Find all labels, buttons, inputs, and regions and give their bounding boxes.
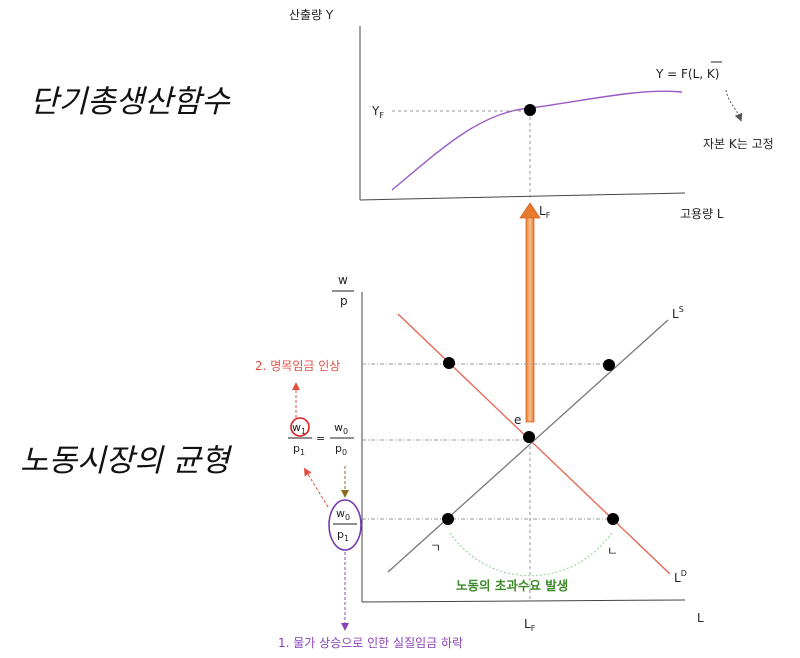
- excess-demand-label: 노동의 초과수요 발생: [456, 578, 568, 593]
- ls-label: LS: [672, 305, 684, 321]
- w1-red-circle: [290, 417, 310, 437]
- top-y-axis-label: 산출량 Y: [289, 8, 334, 22]
- production-function-label: Y = F(L, K): [655, 67, 719, 81]
- big-arrow-head: [519, 202, 541, 219]
- production-function-title: 단기총생산함수: [30, 84, 231, 120]
- mark-nieun: ㄴ: [607, 544, 618, 558]
- labor-market-title: 노동시장의 균형: [20, 443, 233, 479]
- bottom-x-axis: [361, 599, 686, 603]
- production-curve: [391, 90, 683, 191]
- eq-w1: w1: [292, 421, 306, 436]
- eq-w0: w0: [334, 421, 348, 436]
- ellipse-p1: p1: [337, 528, 349, 543]
- ld-label: LD: [674, 569, 687, 585]
- eq-p1: p1: [293, 442, 305, 457]
- bottom-y-num: w: [338, 273, 348, 287]
- capital-fixed-note: 자본 K는 고정: [703, 137, 774, 151]
- nominal-wage-rise-label: 2. 명목임금 인상: [255, 359, 340, 373]
- bottom-y-den: p: [340, 294, 348, 308]
- top-x-axis: [359, 192, 686, 201]
- supply-point-high: [603, 359, 615, 371]
- top-equilibrium-point: [524, 104, 536, 116]
- yf-label: YF: [371, 104, 384, 120]
- equilibrium-label: e: [514, 413, 521, 427]
- supply-point-low: [442, 513, 454, 525]
- top-x-axis-label: 고용량 L: [680, 207, 724, 221]
- red-diag-arrow: [303, 467, 329, 508]
- excess-demand-arc: [449, 532, 613, 577]
- demand-point-high: [443, 357, 455, 369]
- bottom-equilibrium-point: [523, 431, 535, 443]
- price-rise-label: 1. 물가 상승으로 인한 실질임금 하락: [278, 636, 463, 650]
- ellipse-w0: w0: [336, 507, 350, 522]
- eq-p0: p0: [335, 442, 347, 457]
- labor-supply-curve: [387, 319, 669, 573]
- w0-p1-ellipse: [328, 499, 362, 551]
- big-arrow-shaft: [525, 215, 535, 423]
- demand-point-low: [607, 513, 619, 525]
- bottom-x-axis-label: L: [697, 611, 704, 625]
- labor-demand-curve: [397, 313, 671, 575]
- bottom-lf-label: LF: [524, 617, 536, 633]
- top-lf-label: LF: [539, 204, 551, 220]
- mark-giyeok: ㄱ: [430, 541, 441, 555]
- capital-note-arrow: [725, 89, 743, 122]
- eq-equals: =: [316, 432, 325, 445]
